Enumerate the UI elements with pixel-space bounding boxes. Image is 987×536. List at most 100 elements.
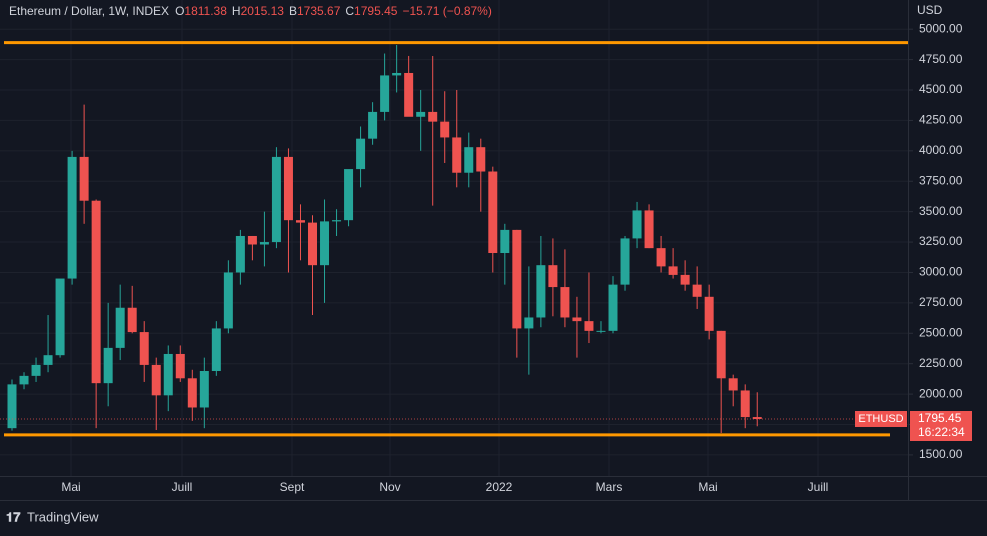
labels: 1500.001750.002000.002250.002500.002750.… xyxy=(9,4,972,494)
symbol-badge xyxy=(855,410,907,427)
candle-body xyxy=(572,317,582,322)
candle-body xyxy=(187,378,197,408)
ohlc-key: H xyxy=(232,4,241,18)
candle-body xyxy=(464,147,474,173)
y-tick-label: 2500.00 xyxy=(919,325,963,339)
candle-body xyxy=(55,278,65,356)
candle-body xyxy=(67,156,77,279)
candle-body xyxy=(584,321,594,331)
y-tick-label: 3000.00 xyxy=(919,265,963,279)
candle-body xyxy=(716,330,726,379)
y-tick-label: 3750.00 xyxy=(919,173,963,187)
candle-body xyxy=(632,210,642,239)
candle-body xyxy=(211,328,221,371)
y-tick-label: 5000.00 xyxy=(919,21,963,35)
price-label: 1795.45 xyxy=(918,411,962,425)
candle-body xyxy=(199,370,209,408)
y-tick-label: 3250.00 xyxy=(919,234,963,248)
ohlc-value: 1735.67 xyxy=(297,4,341,18)
candle-body xyxy=(704,296,714,331)
candle-body xyxy=(728,378,738,391)
candle-body xyxy=(740,390,750,418)
x-tick-label: Mai xyxy=(698,480,717,494)
candle-body xyxy=(151,364,161,396)
y-tick-label: 2250.00 xyxy=(919,356,963,370)
candle-body xyxy=(43,355,53,365)
candle-body xyxy=(259,242,269,245)
y-tick-label: 3500.00 xyxy=(919,204,963,218)
candle-body xyxy=(344,169,354,221)
candle-body xyxy=(115,307,125,348)
candle-body xyxy=(79,156,89,201)
y-tick-label: 4750.00 xyxy=(919,52,963,66)
candle-body xyxy=(235,235,245,273)
candle-body xyxy=(163,353,173,396)
candle-body xyxy=(320,221,330,266)
ohlc-value: 1795.45 xyxy=(354,4,398,18)
candle-body xyxy=(368,111,378,139)
candle-body xyxy=(127,307,137,333)
x-tick-label: Nov xyxy=(379,480,400,494)
y-tick-label: 1500.00 xyxy=(919,447,963,461)
candle-body xyxy=(668,266,678,275)
x-tick-label: Mars xyxy=(596,480,623,494)
y-tick-label: 4000.00 xyxy=(919,143,963,157)
candle-body xyxy=(512,229,522,329)
candle-body xyxy=(656,248,666,267)
brand-name: TradingView xyxy=(27,509,99,524)
brand: 𝟏𝟕 TradingView xyxy=(6,509,99,524)
x-tick-label: 2022 xyxy=(486,480,513,494)
candle-body xyxy=(392,72,402,76)
candle-body xyxy=(271,156,281,243)
ohlc-key: C xyxy=(345,4,354,18)
candle-body xyxy=(524,317,534,329)
ohlc-value: 1811.38 xyxy=(184,4,227,18)
candle-body xyxy=(91,200,101,384)
candle-body xyxy=(283,156,293,221)
y-tick-label: 2000.00 xyxy=(919,386,963,400)
candle-body xyxy=(31,364,41,376)
candle-body xyxy=(19,375,29,385)
candle-body xyxy=(175,353,185,379)
candle-body xyxy=(488,171,498,254)
ohlc-key: B xyxy=(289,4,297,18)
candle-body xyxy=(416,111,426,117)
candle-body xyxy=(223,272,233,329)
candle-body xyxy=(356,138,366,170)
candle-body xyxy=(548,265,558,288)
ohlc-value: 2015.13 xyxy=(241,4,285,18)
x-tick-label: Mai xyxy=(61,480,80,494)
price-badge xyxy=(910,410,972,441)
countdown-label: 16:22:34 xyxy=(918,425,965,439)
chart-title: Ethereum / Dollar, 1W, INDEX xyxy=(9,4,169,18)
x-tick-label: Sept xyxy=(280,480,305,494)
header: Ethereum / Dollar, 1W, INDEX O1811.38 H201… xyxy=(9,4,492,18)
candle-body xyxy=(692,284,702,297)
candle-body xyxy=(500,229,510,254)
change-label: −15.71 (−0.87%) xyxy=(402,4,491,18)
candle-body xyxy=(404,72,414,117)
candle-body xyxy=(596,330,606,332)
candle-body xyxy=(380,75,390,112)
candle-body xyxy=(608,284,618,331)
candle-body xyxy=(560,287,570,318)
candle-body xyxy=(476,147,486,172)
symbol-label: ETHUSD xyxy=(858,413,903,425)
candle-body xyxy=(536,265,546,318)
candle-body xyxy=(680,274,690,285)
candle-body xyxy=(7,384,17,429)
ohlc-key: O xyxy=(175,4,184,18)
x-tick-label: Juill xyxy=(172,480,193,494)
candle-body xyxy=(103,347,113,384)
y-tick-label: 2750.00 xyxy=(919,295,963,309)
candle-body xyxy=(139,332,149,365)
candle-body xyxy=(428,111,438,122)
candle-body xyxy=(752,417,762,419)
currency-label: USD xyxy=(917,3,943,17)
candle-body xyxy=(332,220,342,222)
candle-body xyxy=(308,222,317,266)
candle-body xyxy=(440,121,450,138)
candle-body xyxy=(452,137,462,173)
